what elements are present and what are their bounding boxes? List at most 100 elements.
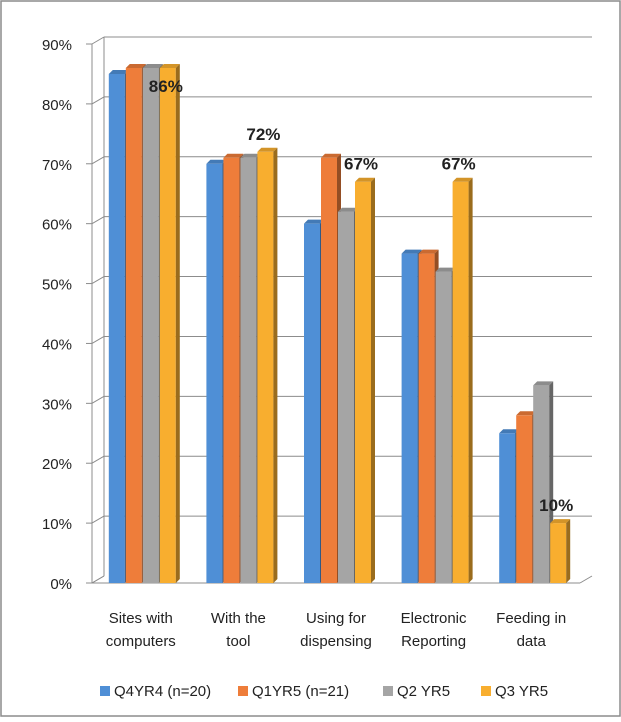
bar-front [533, 385, 550, 583]
y-tick-label: 50% [42, 277, 72, 294]
legend-swatch [481, 686, 491, 696]
bar-front [304, 223, 320, 583]
bar-top [108, 69, 129, 74]
legend-swatch [100, 686, 110, 696]
x-tick-label: Electronic [401, 610, 467, 627]
bar-front [206, 163, 223, 583]
bar-top [516, 411, 537, 416]
bar-front [240, 157, 257, 584]
bar-top [435, 267, 456, 272]
bar-top [499, 429, 520, 434]
bar-front [338, 211, 354, 583]
x-tick-label: Sites with [109, 610, 173, 627]
bar-top [418, 249, 439, 254]
gridline-side [91, 336, 105, 344]
bars [108, 63, 571, 584]
bar-top [304, 219, 324, 224]
bar-top [401, 249, 422, 254]
gridline-side [91, 575, 105, 584]
legend-label: Q2 YR5 [397, 683, 450, 700]
bar-front [435, 271, 452, 583]
bar [550, 519, 571, 583]
bar-top [223, 153, 244, 158]
y-tick-label: 80% [42, 97, 72, 114]
bar-top [142, 63, 163, 68]
x-tick-label: tool [226, 633, 250, 650]
legend: Q4YR4 (n=20) Q1YR5 (n=21) Q2 YR5 Q3 YR5 [100, 683, 548, 700]
data-label: 10% [539, 496, 573, 515]
legend-label: Q3 YR5 [495, 683, 548, 700]
gridline-side [91, 395, 105, 404]
gridline-side [91, 156, 105, 165]
y-tick-label: 20% [42, 456, 72, 473]
bar-front [355, 181, 371, 583]
bar [452, 177, 473, 583]
y-tick-label: 40% [42, 336, 72, 353]
bar-top [338, 207, 358, 212]
gridline-side [91, 96, 105, 105]
bar-side [175, 63, 180, 583]
bar-front [452, 181, 469, 583]
legend-swatch [383, 686, 393, 696]
legend-swatch [238, 686, 248, 696]
bar-front [159, 67, 176, 583]
bar-top [240, 153, 261, 158]
x-tick-label: Reporting [401, 633, 466, 650]
bar-top [159, 63, 180, 68]
bar-front [321, 157, 337, 584]
bar-top [355, 177, 375, 182]
bar-top [125, 63, 146, 68]
y-tick-label: 60% [42, 217, 72, 234]
y-tick-label: 30% [42, 396, 72, 413]
data-label: 86% [149, 77, 183, 96]
bar-front [499, 433, 516, 583]
x-tick-label: With the [211, 610, 266, 627]
gridline-side [91, 515, 105, 524]
legend-label: Q1YR5 (n=21) [252, 683, 349, 700]
data-label: 67% [442, 155, 476, 174]
bar-top [321, 153, 341, 158]
floor-right-edge [579, 575, 593, 584]
gridline-side [91, 216, 105, 225]
bar-front [125, 67, 142, 583]
bar-front [108, 73, 125, 583]
data-label: 67% [344, 155, 378, 174]
bar [355, 177, 375, 583]
y-tick-label: 0% [50, 576, 72, 593]
bar-top [206, 159, 227, 164]
data-label: 72% [246, 125, 280, 144]
gridline-side [91, 276, 105, 284]
x-axis: Sites with computers With the tool Using for… [106, 610, 566, 650]
bar [257, 147, 278, 584]
x-tick-label: data [517, 633, 547, 650]
bar-top [452, 177, 473, 182]
y-tick-label: 70% [42, 157, 72, 174]
bar-front [550, 523, 567, 583]
bar-front [418, 253, 435, 583]
legend-label: Q4YR4 (n=20) [114, 683, 211, 700]
bar-top [550, 519, 571, 524]
y-tick-label: 10% [42, 516, 72, 533]
bar [159, 63, 180, 583]
bar-front [516, 415, 533, 583]
gridline-side [91, 36, 105, 45]
x-tick-label: Using for [306, 610, 366, 627]
bar-front [223, 157, 240, 584]
y-tick-label: 90% [42, 37, 72, 54]
bar-side [371, 177, 375, 583]
bar-top [533, 381, 554, 386]
gridline-side [91, 455, 105, 464]
y-axis: 0% 10% 20% 30% 40% 50% 60% 70% 80% 90% [42, 37, 92, 593]
bar-side [273, 147, 278, 584]
bar-front [401, 253, 418, 583]
x-tick-label: Feeding in [496, 610, 566, 627]
bar-front [257, 151, 274, 584]
bar-front [142, 67, 159, 583]
bar-side [468, 177, 473, 583]
x-tick-label: dispensing [300, 633, 372, 650]
bar-side [566, 519, 571, 583]
data-labels: 86% 72% 67% 67% 10% [149, 77, 573, 515]
x-tick-label: computers [106, 633, 176, 650]
